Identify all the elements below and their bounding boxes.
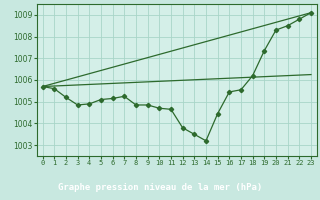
Text: Graphe pression niveau de la mer (hPa): Graphe pression niveau de la mer (hPa): [58, 183, 262, 192]
